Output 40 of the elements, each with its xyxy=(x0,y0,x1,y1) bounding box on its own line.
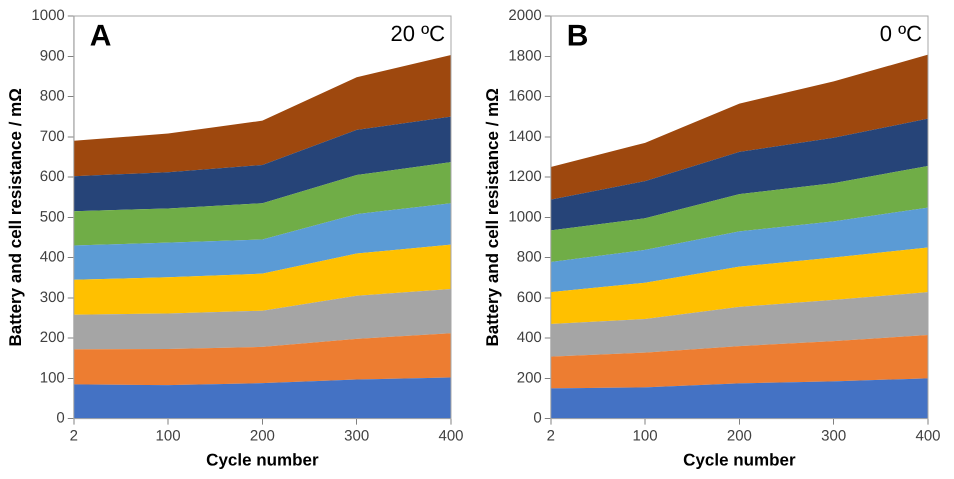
x-tick-label: 2 xyxy=(70,428,78,445)
x-axis-title: Cycle number xyxy=(206,450,319,470)
annotation: 20 ºC xyxy=(390,21,446,46)
y-tick-label: 600 xyxy=(40,168,65,186)
y-tick-label: 2000 xyxy=(508,7,542,24)
y-tick-label: 1800 xyxy=(508,47,542,64)
y-tick-label: 900 xyxy=(40,47,65,64)
x-tick-label: 2 xyxy=(546,428,555,445)
y-tick-label: 400 xyxy=(40,248,65,266)
y-tick-label: 1600 xyxy=(508,88,542,105)
y-tick-label: 800 xyxy=(516,248,542,266)
annotation: B xyxy=(566,19,588,52)
y-tick-label: 1200 xyxy=(508,168,542,186)
y-tick-label: 400 xyxy=(516,329,542,346)
y-tick-label: 1000 xyxy=(508,208,542,226)
x-tick-label: 300 xyxy=(821,428,846,445)
y-tick-label: 100 xyxy=(40,369,65,386)
y-tick-label: 800 xyxy=(40,88,65,105)
x-axis-title: Cycle number xyxy=(683,450,796,470)
y-tick-label: 700 xyxy=(40,128,65,145)
x-tick-label: 200 xyxy=(726,428,752,445)
x-tick-label: 300 xyxy=(344,428,370,445)
x-tick-label: 100 xyxy=(156,428,181,445)
y-tick-label: 300 xyxy=(40,288,65,306)
y-tick-label: 600 xyxy=(516,288,542,306)
y-tick-label: 500 xyxy=(40,208,65,226)
x-tick-label: 400 xyxy=(915,428,941,445)
x-tick-label: 200 xyxy=(250,428,275,445)
y-tick-label: 0 xyxy=(56,410,65,427)
y-tick-label: 1000 xyxy=(31,7,65,24)
annotation: A xyxy=(90,19,112,52)
y-tick-label: 200 xyxy=(516,369,542,386)
y-axis-title: Battery and cell resistance / mΩ xyxy=(482,88,502,346)
y-tick-label: 200 xyxy=(40,329,65,346)
x-tick-label: 400 xyxy=(438,428,464,445)
y-axis-title: Battery and cell resistance / mΩ xyxy=(6,88,25,346)
annotation: 0 ºC xyxy=(880,21,922,46)
y-tick-label: 0 xyxy=(533,410,542,427)
y-tick-label: 1400 xyxy=(508,128,542,145)
x-tick-label: 100 xyxy=(632,428,658,445)
